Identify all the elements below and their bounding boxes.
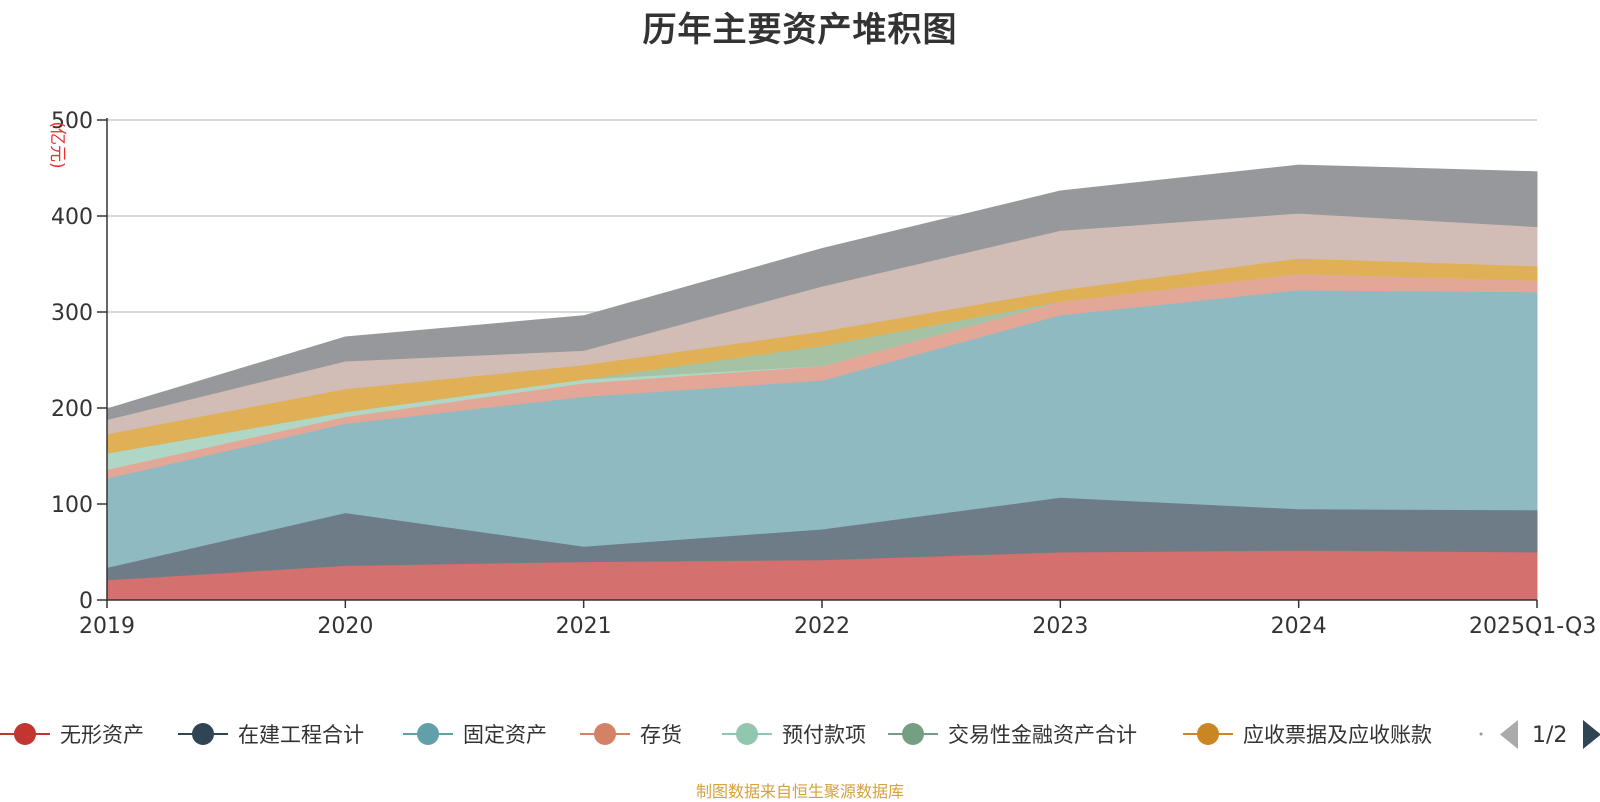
y-tick-label: 0 — [79, 589, 93, 614]
y-tick-label: 500 — [51, 109, 93, 134]
legend-circle-icon — [736, 723, 758, 745]
axes: 0 100 200 300 400 500 2019 2020 2021 2022 2023 2024… — [51, 109, 1596, 639]
x-tick-label: 2025Q1-Q3 — [1469, 614, 1596, 639]
legend-item[interactable]: 固定资产 — [403, 723, 547, 747]
legend-item[interactable]: 在建工程合计 — [178, 723, 364, 747]
legend-circle-icon — [902, 723, 924, 745]
legend-label: 预付款项 — [782, 723, 866, 747]
y-tick-label: 400 — [51, 205, 93, 230]
legend-item[interactable]: 无形资产 — [0, 723, 144, 747]
y-tick-label: 300 — [51, 301, 93, 326]
stacked-areas — [106, 164, 1538, 601]
x-tick-label: 2020 — [317, 614, 373, 639]
x-tick-label: 2022 — [794, 614, 850, 639]
triangle-right-icon[interactable] — [1583, 720, 1600, 749]
legend-label: 在建工程合计 — [238, 723, 364, 747]
triangle-left-icon[interactable] — [1500, 720, 1518, 749]
legend-circle-icon — [14, 723, 36, 745]
legend-label: 应收票据及应收账款 — [1243, 723, 1432, 747]
legend-label: 固定资产 — [463, 723, 547, 747]
legend-overflow-dot — [1479, 732, 1483, 736]
x-tick-label: 2024 — [1271, 614, 1327, 639]
legend[interactable]: 无形资产 在建工程合计 固定资产 存货 预付款项 交易性金融资产合计 应收票据及应收账款 1/… — [0, 720, 1600, 749]
x-tick-label: 2023 — [1032, 614, 1088, 639]
legend-circle-icon — [417, 723, 439, 745]
chart-title: 历年主要资产堆积图 — [642, 10, 958, 50]
x-tick-label: 2021 — [556, 614, 612, 639]
legend-page-indicator: 1/2 — [1532, 723, 1567, 748]
legend-label: 交易性金融资产合计 — [948, 723, 1137, 747]
legend-item[interactable]: 预付款项 — [722, 723, 866, 747]
x-tick-label: 2019 — [79, 614, 135, 639]
legend-circle-icon — [192, 723, 214, 745]
legend-circle-icon — [594, 723, 616, 745]
area-货币资金 — [106, 164, 1538, 421]
y-tick-label: 200 — [51, 397, 93, 422]
y-axis-unit-label: (亿元) — [47, 121, 67, 168]
legend-item[interactable]: 交易性金融资产合计 — [888, 723, 1137, 747]
legend-label: 无形资产 — [60, 723, 144, 747]
source-note: 制图数据来自恒生聚源数据库 — [695, 782, 904, 801]
legend-circle-icon — [1197, 723, 1219, 745]
legend-item[interactable]: 存货 — [580, 723, 682, 747]
y-tick-label: 100 — [51, 493, 93, 518]
legend-label: 存货 — [640, 723, 682, 747]
legend-item[interactable]: 应收票据及应收账款 — [1183, 723, 1432, 747]
